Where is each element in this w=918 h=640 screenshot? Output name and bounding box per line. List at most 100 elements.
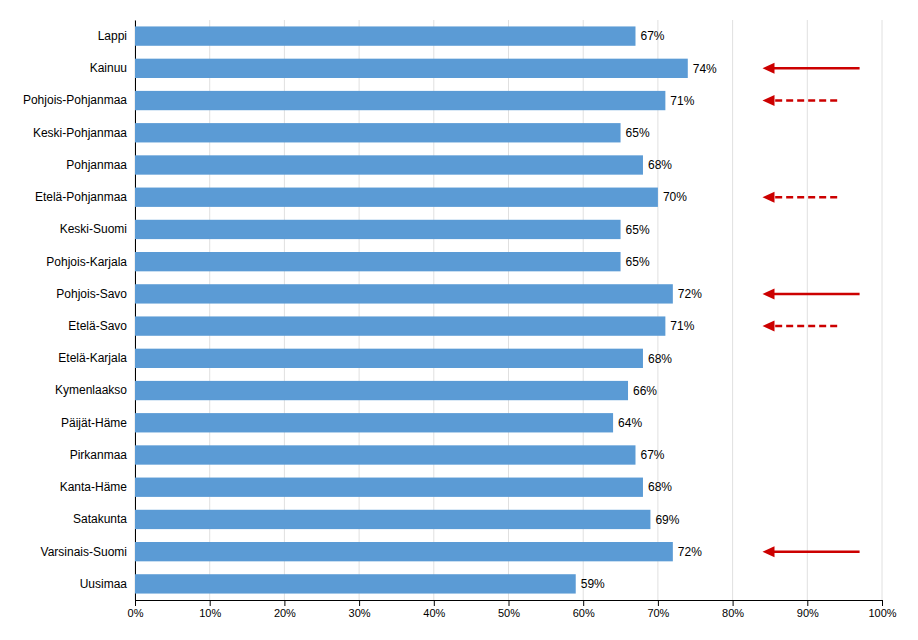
y-tick-label: Etelä-Pohjanmaa — [35, 190, 127, 204]
x-tick-mark — [509, 600, 510, 606]
data-label: 74% — [693, 62, 717, 76]
y-tick: Uusimaa — [80, 577, 128, 591]
x-tick-label: 50% — [498, 607, 520, 619]
bar — [135, 542, 673, 561]
x-tick-mark — [434, 600, 435, 606]
grid-line — [732, 20, 733, 600]
y-tick: Varsinais-Suomi — [41, 545, 127, 559]
x-tick-mark — [210, 600, 211, 606]
data-label: 66% — [633, 384, 657, 398]
y-tick: Kymenlaakso — [55, 383, 127, 397]
grid-line — [807, 20, 808, 600]
bar — [135, 574, 576, 593]
arrow-shaft — [772, 325, 837, 328]
data-label: 59% — [581, 577, 605, 591]
arrow-shaft — [772, 293, 859, 296]
x-axis: 0%10%20%30%40%50%60%70%80%90%100% — [128, 600, 897, 619]
x-tick-mark — [658, 600, 659, 606]
arrow-head — [762, 321, 774, 332]
x-tick-label: 30% — [349, 607, 371, 619]
x-tick-label: 20% — [274, 607, 296, 619]
y-tick-label: Varsinais-Suomi — [41, 545, 127, 559]
y-tick-label: Satakunta — [73, 512, 127, 526]
y-tick: Keski-Pohjanmaa — [33, 126, 127, 140]
y-tick: Pohjanmaa — [66, 158, 127, 172]
y-tick: Keski-Suomi — [60, 222, 127, 236]
bar — [135, 316, 665, 335]
data-label: 65% — [626, 126, 650, 140]
y-tick: Kainuu — [90, 61, 127, 75]
bar — [135, 510, 650, 529]
bar — [135, 91, 665, 110]
data-label: 64% — [618, 416, 642, 430]
marks — [135, 26, 860, 593]
arrow-shaft — [772, 196, 837, 199]
bar — [135, 59, 688, 78]
arrow-head — [762, 546, 774, 557]
bar — [135, 445, 635, 464]
data-label: 72% — [678, 545, 702, 559]
bar — [135, 284, 673, 303]
y-tick: Pohjois-Savo — [56, 287, 127, 301]
y-tick-label: Pirkanmaa — [70, 448, 128, 462]
data-label: 68% — [648, 158, 672, 172]
data-label: 71% — [670, 319, 694, 333]
x-tick-label: 60% — [573, 607, 595, 619]
x-tick-mark — [733, 600, 734, 606]
bar — [135, 188, 658, 207]
y-tick-label: Päijät-Häme — [61, 416, 127, 430]
x-tick-mark — [882, 600, 883, 606]
x-tick-label: 70% — [647, 607, 669, 619]
arrow-head — [762, 192, 774, 203]
x-tick: 20% — [274, 600, 296, 619]
x-tick-mark — [583, 600, 584, 606]
y-tick: Pirkanmaa — [70, 448, 128, 462]
y-tick-label: Lappi — [98, 29, 127, 43]
y-tick: Kanta-Häme — [60, 480, 128, 494]
x-axis-line — [136, 601, 883, 607]
grid-line — [882, 20, 883, 600]
x-tick: 30% — [349, 600, 371, 619]
data-label: 67% — [640, 29, 664, 43]
chart-container: 0%10%20%30%40%50%60%70%80%90%100%Uusimaa… — [0, 0, 918, 640]
x-tick-mark — [284, 600, 285, 606]
y-tick-label: Etelä-Karjala — [58, 351, 127, 365]
data-label: 65% — [626, 255, 650, 269]
y-tick: Etelä-Karjala — [58, 351, 127, 365]
x-tick-mark — [807, 600, 808, 606]
y-tick: Lappi — [98, 29, 127, 43]
bar — [135, 349, 643, 368]
data-label: 70% — [663, 190, 687, 204]
x-tick-label: 10% — [199, 607, 221, 619]
y-tick: Päijät-Häme — [61, 416, 127, 430]
x-tick: 70% — [647, 600, 669, 619]
bar — [135, 26, 635, 45]
y-tick: Pohjois-Pohjanmaa — [23, 93, 127, 107]
data-label: 72% — [678, 287, 702, 301]
data-label: 71% — [670, 94, 694, 108]
data-label: 68% — [648, 480, 672, 494]
data-label: 69% — [655, 513, 679, 527]
y-tick-label: Kymenlaakso — [55, 383, 127, 397]
x-tick: 10% — [199, 600, 221, 619]
bar — [135, 123, 621, 142]
x-tick: 90% — [797, 600, 819, 619]
y-tick-label: Pohjois-Savo — [56, 287, 127, 301]
x-tick-mark — [359, 600, 360, 606]
arrows — [762, 63, 859, 557]
bar — [135, 413, 613, 432]
y-tick-label: Kainuu — [90, 61, 127, 75]
x-tick-label: 90% — [797, 607, 819, 619]
y-tick-label: Keski-Suomi — [60, 222, 127, 236]
x-tick: 80% — [722, 600, 744, 619]
y-tick-label: Keski-Pohjanmaa — [33, 126, 127, 140]
arrow-head — [762, 63, 774, 74]
bar — [135, 155, 643, 174]
x-tick-label: 0% — [128, 607, 144, 619]
arrow-shaft — [772, 550, 859, 553]
y-tick: Satakunta — [73, 512, 127, 526]
bar — [135, 478, 643, 497]
x-tick: 60% — [573, 600, 595, 619]
arrow-head — [762, 95, 774, 106]
data-label: 68% — [648, 352, 672, 366]
